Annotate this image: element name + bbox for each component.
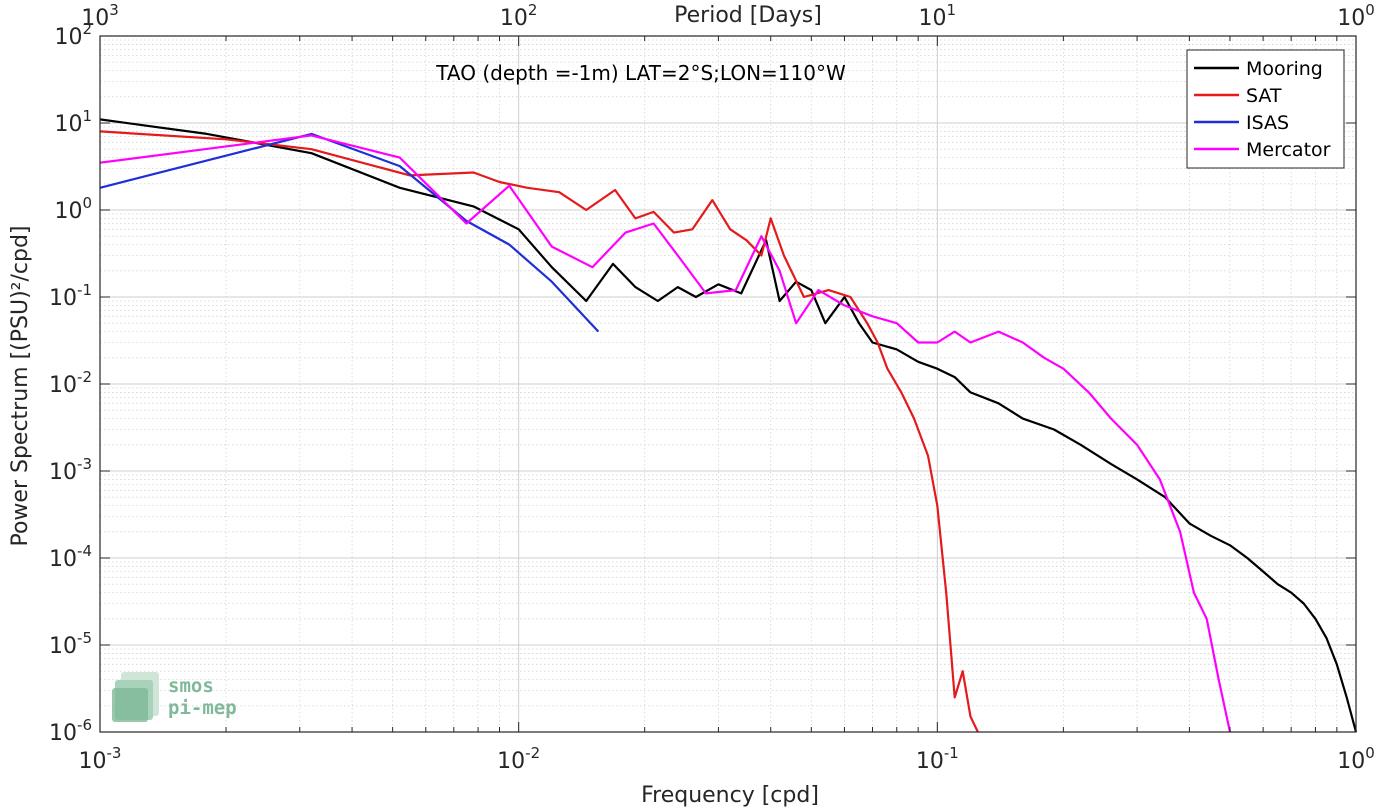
x-tick-label: 100 xyxy=(1337,744,1375,774)
y-tick-label: 100 xyxy=(54,194,92,224)
x2-tick-label: 100 xyxy=(1337,1,1375,31)
y-tick-label: 10-4 xyxy=(49,542,92,572)
chart-title: TAO (depth =-1m) LAT=2°S;LON=110°W xyxy=(435,61,846,85)
x-tick-label: 10-2 xyxy=(497,744,540,774)
x2-tick-label: 103 xyxy=(81,1,119,31)
series-line-sat xyxy=(99,130,979,733)
y-tick-label: 102 xyxy=(54,20,92,50)
x-tick-label: 10-3 xyxy=(79,744,122,774)
smos-pimep-logo: smos pi-mep xyxy=(112,672,237,722)
legend-entry: SAT xyxy=(1246,85,1282,107)
series-line-mercator xyxy=(99,134,1232,733)
y-tick-label: 10-6 xyxy=(49,716,92,746)
logo-line-2: pi-mep xyxy=(168,697,237,719)
y-tick-label: 10-5 xyxy=(49,629,92,659)
x-tick-label: 10-1 xyxy=(916,744,959,774)
top-axis-label: Period [Days] xyxy=(674,3,822,28)
legend-entry: ISAS xyxy=(1246,112,1289,134)
x2-tick-label: 102 xyxy=(500,1,538,31)
tick-marks xyxy=(99,35,1357,733)
series-line-mooring xyxy=(99,118,1358,733)
legend-entry: Mercator xyxy=(1246,139,1331,161)
x-axis-label: Frequency [cpd] xyxy=(641,783,819,808)
logo-line-1: smos xyxy=(168,675,214,697)
legend: Mooring SAT ISAS Mercator xyxy=(1186,49,1345,169)
legend-entry: Mooring xyxy=(1246,58,1323,80)
y-tick-label: 101 xyxy=(54,107,92,137)
x2-tick-label: 101 xyxy=(919,1,957,31)
series-lines xyxy=(99,118,1358,733)
y-tick-label: 10-3 xyxy=(49,455,92,485)
y-axis-label: Power Spectrum [(PSU)²/cpd] xyxy=(8,225,33,546)
series-line-isas xyxy=(99,132,600,333)
grid-lines xyxy=(99,35,1357,733)
y-tick-label: 10-2 xyxy=(49,368,92,398)
y-tick-label: 10-1 xyxy=(49,281,92,311)
logo-mark-icon xyxy=(112,672,159,722)
